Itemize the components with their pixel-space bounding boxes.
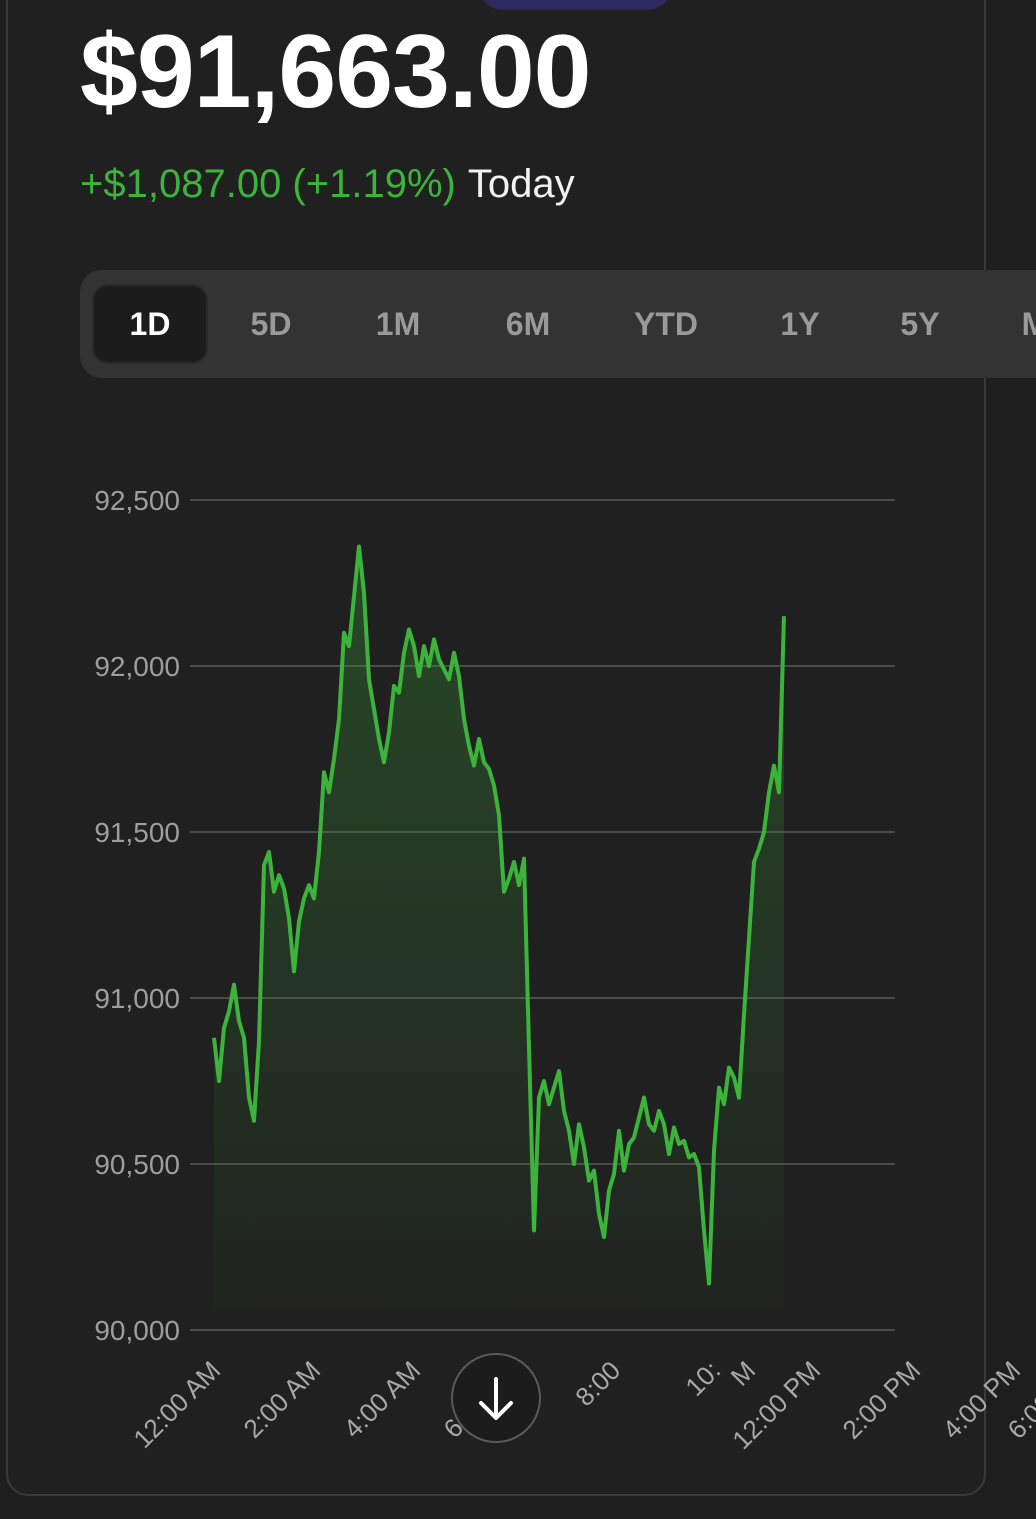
x-tick-label: 2:00 AM [238,1355,327,1444]
current-price: $91,663.00 [80,14,592,130]
tab-5y[interactable]: 5Y [900,306,940,342]
change-value: +$1,087.00 (+1.19%) [80,162,456,206]
x-tick-label: M [725,1355,762,1392]
x-tick-label: 8:00 [569,1355,626,1412]
tab-max[interactable]: M [1021,306,1036,342]
price-line [212,544,786,1286]
tab-1d[interactable]: 1D [92,284,208,364]
y-tick-label: 91,000 [94,983,180,1014]
x-tick-label: 4:00 AM [338,1355,427,1444]
y-tick-label: 90,500 [94,1149,180,1180]
tab-5d[interactable]: 5D [250,306,292,342]
arrow-down-icon [479,1377,513,1420]
x-tick-label: 10: [679,1355,726,1402]
tab-6m[interactable]: 6M [505,306,551,342]
y-tick-label: 91,500 [94,817,180,848]
y-tick-label: 92,500 [94,485,180,516]
range-tabs: 1D 5D 1M 6M YTD 1Y 5Y M [80,270,1036,378]
tab-ytd[interactable]: YTD [634,306,698,342]
price-change: +$1,087.00 (+1.19%) Today [80,162,575,206]
x-tick-label: 12:00 AM [127,1355,226,1454]
tab-1m[interactable]: 1M [375,306,421,342]
change-period: Today [467,162,575,206]
top-pill[interactable] [478,0,672,10]
tab-1y[interactable]: 1Y [780,306,820,342]
y-tick-label: 92,000 [94,651,180,682]
x-tick-label: 2:00 PM [837,1355,927,1445]
scroll-down-button[interactable] [451,1353,541,1443]
y-tick-label: 90,000 [94,1315,180,1346]
price-area-fill [214,546,784,1310]
